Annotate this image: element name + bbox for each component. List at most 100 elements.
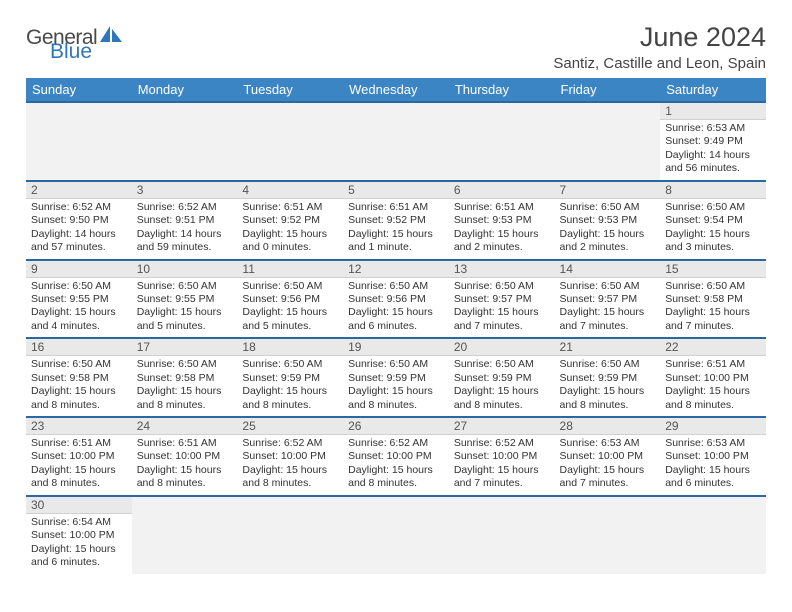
- calendar-cell: 17Sunrise: 6:50 AMSunset: 9:58 PMDayligh…: [132, 338, 238, 417]
- calendar-cell: 3Sunrise: 6:52 AMSunset: 9:51 PMDaylight…: [132, 181, 238, 260]
- calendar-cell: [449, 102, 555, 181]
- day-number: 16: [26, 339, 132, 356]
- calendar-cell: [26, 102, 132, 181]
- calendar-cell: 15Sunrise: 6:50 AMSunset: 9:58 PMDayligh…: [660, 260, 766, 339]
- calendar-cell: 30Sunrise: 6:54 AMSunset: 10:00 PMDaylig…: [26, 496, 132, 574]
- calendar-cell: 5Sunrise: 6:51 AMSunset: 9:52 PMDaylight…: [343, 181, 449, 260]
- day-details: Sunrise: 6:51 AMSunset: 10:00 PMDaylight…: [26, 435, 132, 495]
- day-number: 7: [555, 182, 661, 199]
- day-number: 13: [449, 261, 555, 278]
- day-number: 29: [660, 418, 766, 435]
- day-number: 15: [660, 261, 766, 278]
- day-header: Wednesday: [343, 78, 449, 102]
- calendar-cell: 10Sunrise: 6:50 AMSunset: 9:55 PMDayligh…: [132, 260, 238, 339]
- day-number: 27: [449, 418, 555, 435]
- day-number: 11: [237, 261, 343, 278]
- calendar-cell: 29Sunrise: 6:53 AMSunset: 10:00 PMDaylig…: [660, 417, 766, 496]
- day-details: Sunrise: 6:52 AMSunset: 10:00 PMDaylight…: [343, 435, 449, 495]
- calendar-cell: 6Sunrise: 6:51 AMSunset: 9:53 PMDaylight…: [449, 181, 555, 260]
- day-header: Tuesday: [237, 78, 343, 102]
- calendar-cell: 28Sunrise: 6:53 AMSunset: 10:00 PMDaylig…: [555, 417, 661, 496]
- day-number: 6: [449, 182, 555, 199]
- day-details: Sunrise: 6:54 AMSunset: 10:00 PMDaylight…: [26, 514, 132, 574]
- day-number: 19: [343, 339, 449, 356]
- day-details: Sunrise: 6:52 AMSunset: 9:51 PMDaylight:…: [132, 199, 238, 259]
- day-number: 12: [343, 261, 449, 278]
- page-title: June 2024: [553, 22, 766, 53]
- day-header: Friday: [555, 78, 661, 102]
- calendar-cell: 13Sunrise: 6:50 AMSunset: 9:57 PMDayligh…: [449, 260, 555, 339]
- calendar-cell: [237, 102, 343, 181]
- calendar-row: 9Sunrise: 6:50 AMSunset: 9:55 PMDaylight…: [26, 260, 766, 339]
- calendar-row: 1Sunrise: 6:53 AMSunset: 9:49 PMDaylight…: [26, 102, 766, 181]
- day-number: 26: [343, 418, 449, 435]
- calendar-cell: 18Sunrise: 6:50 AMSunset: 9:59 PMDayligh…: [237, 338, 343, 417]
- day-header: Monday: [132, 78, 238, 102]
- day-details: Sunrise: 6:52 AMSunset: 10:00 PMDaylight…: [237, 435, 343, 495]
- calendar-row: 30Sunrise: 6:54 AMSunset: 10:00 PMDaylig…: [26, 496, 766, 574]
- calendar-cell: 11Sunrise: 6:50 AMSunset: 9:56 PMDayligh…: [237, 260, 343, 339]
- day-number: 5: [343, 182, 449, 199]
- calendar-cell: 16Sunrise: 6:50 AMSunset: 9:58 PMDayligh…: [26, 338, 132, 417]
- day-number: 21: [555, 339, 661, 356]
- day-details: Sunrise: 6:51 AMSunset: 9:52 PMDaylight:…: [237, 199, 343, 259]
- day-details: Sunrise: 6:51 AMSunset: 9:52 PMDaylight:…: [343, 199, 449, 259]
- calendar-cell: [132, 496, 238, 574]
- day-details: Sunrise: 6:53 AMSunset: 10:00 PMDaylight…: [660, 435, 766, 495]
- calendar-cell: 4Sunrise: 6:51 AMSunset: 9:52 PMDaylight…: [237, 181, 343, 260]
- calendar-cell: [555, 496, 661, 574]
- day-details: Sunrise: 6:51 AMSunset: 10:00 PMDaylight…: [132, 435, 238, 495]
- calendar-cell: 21Sunrise: 6:50 AMSunset: 9:59 PMDayligh…: [555, 338, 661, 417]
- day-number: 25: [237, 418, 343, 435]
- calendar-cell: 12Sunrise: 6:50 AMSunset: 9:56 PMDayligh…: [343, 260, 449, 339]
- location-text: Santiz, Castille and Leon, Spain: [553, 55, 766, 72]
- calendar-cell: 2Sunrise: 6:52 AMSunset: 9:50 PMDaylight…: [26, 181, 132, 260]
- calendar-table: SundayMondayTuesdayWednesdayThursdayFrid…: [26, 78, 766, 574]
- day-header: Thursday: [449, 78, 555, 102]
- calendar-cell: [343, 496, 449, 574]
- calendar-row: 23Sunrise: 6:51 AMSunset: 10:00 PMDaylig…: [26, 417, 766, 496]
- day-number: 14: [555, 261, 661, 278]
- calendar-row: 16Sunrise: 6:50 AMSunset: 9:58 PMDayligh…: [26, 338, 766, 417]
- day-details: Sunrise: 6:53 AMSunset: 9:49 PMDaylight:…: [660, 120, 766, 180]
- day-details: Sunrise: 6:50 AMSunset: 9:56 PMDaylight:…: [237, 278, 343, 338]
- day-number: 23: [26, 418, 132, 435]
- day-details: Sunrise: 6:51 AMSunset: 9:53 PMDaylight:…: [449, 199, 555, 259]
- day-details: Sunrise: 6:50 AMSunset: 9:58 PMDaylight:…: [660, 278, 766, 338]
- day-header-row: SundayMondayTuesdayWednesdayThursdayFrid…: [26, 78, 766, 102]
- calendar-cell: 14Sunrise: 6:50 AMSunset: 9:57 PMDayligh…: [555, 260, 661, 339]
- day-number: 17: [132, 339, 238, 356]
- day-details: Sunrise: 6:50 AMSunset: 9:55 PMDaylight:…: [26, 278, 132, 338]
- calendar-cell: 8Sunrise: 6:50 AMSunset: 9:54 PMDaylight…: [660, 181, 766, 260]
- calendar-body: 1Sunrise: 6:53 AMSunset: 9:49 PMDaylight…: [26, 102, 766, 574]
- day-details: Sunrise: 6:50 AMSunset: 9:55 PMDaylight:…: [132, 278, 238, 338]
- day-details: Sunrise: 6:50 AMSunset: 9:59 PMDaylight:…: [237, 356, 343, 416]
- day-number: 1: [660, 103, 766, 120]
- day-number: 2: [26, 182, 132, 199]
- day-number: 28: [555, 418, 661, 435]
- day-number: 10: [132, 261, 238, 278]
- calendar-cell: 22Sunrise: 6:51 AMSunset: 10:00 PMDaylig…: [660, 338, 766, 417]
- calendar-cell: 27Sunrise: 6:52 AMSunset: 10:00 PMDaylig…: [449, 417, 555, 496]
- day-header: Sunday: [26, 78, 132, 102]
- logo: General Blue: [26, 22, 124, 64]
- calendar-cell: 20Sunrise: 6:50 AMSunset: 9:59 PMDayligh…: [449, 338, 555, 417]
- logo-text-blue: Blue: [50, 40, 124, 64]
- calendar-cell: 23Sunrise: 6:51 AMSunset: 10:00 PMDaylig…: [26, 417, 132, 496]
- day-number: 30: [26, 497, 132, 514]
- calendar-cell: [555, 102, 661, 181]
- calendar-cell: 7Sunrise: 6:50 AMSunset: 9:53 PMDaylight…: [555, 181, 661, 260]
- calendar-cell: [237, 496, 343, 574]
- day-number: 24: [132, 418, 238, 435]
- day-number: 22: [660, 339, 766, 356]
- day-details: Sunrise: 6:52 AMSunset: 9:50 PMDaylight:…: [26, 199, 132, 259]
- title-block: June 2024 Santiz, Castille and Leon, Spa…: [553, 22, 766, 72]
- day-details: Sunrise: 6:50 AMSunset: 9:59 PMDaylight:…: [343, 356, 449, 416]
- calendar-row: 2Sunrise: 6:52 AMSunset: 9:50 PMDaylight…: [26, 181, 766, 260]
- calendar-cell: 9Sunrise: 6:50 AMSunset: 9:55 PMDaylight…: [26, 260, 132, 339]
- day-number: 8: [660, 182, 766, 199]
- day-number: 18: [237, 339, 343, 356]
- day-details: Sunrise: 6:50 AMSunset: 9:53 PMDaylight:…: [555, 199, 661, 259]
- calendar-cell: 26Sunrise: 6:52 AMSunset: 10:00 PMDaylig…: [343, 417, 449, 496]
- calendar-cell: [660, 496, 766, 574]
